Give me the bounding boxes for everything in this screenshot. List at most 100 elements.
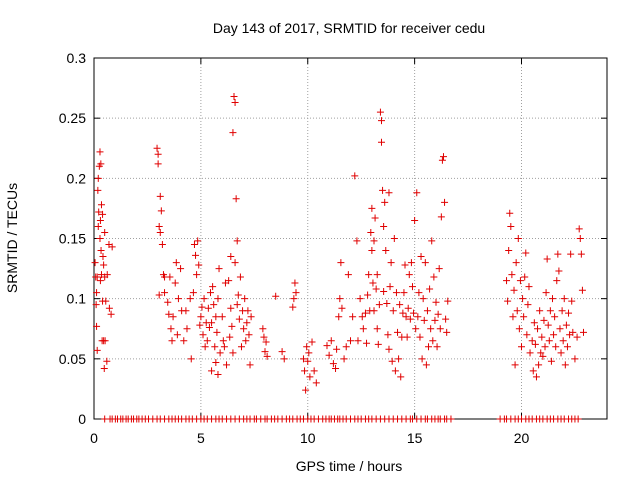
- data-point: [96, 216, 104, 224]
- data-point: [212, 358, 220, 366]
- data-point: [511, 361, 519, 369]
- y-axis-label: SRMTID / TECUs: [4, 183, 20, 293]
- grid-lines: [94, 58, 607, 419]
- data-point: [213, 328, 221, 336]
- data-point: [508, 271, 516, 279]
- data-point: [423, 307, 431, 315]
- data-point: [522, 249, 530, 257]
- data-point: [203, 337, 211, 345]
- data-point: [329, 360, 337, 368]
- data-point: [385, 345, 393, 353]
- data-point: [196, 321, 204, 329]
- data-point: [430, 273, 438, 281]
- data-point: [229, 349, 237, 357]
- data-point: [229, 129, 237, 137]
- data-point: [525, 283, 533, 291]
- data-point: [244, 307, 252, 315]
- data-point: [413, 189, 421, 197]
- data-point: [223, 361, 231, 369]
- data-point: [578, 286, 586, 294]
- data-point: [559, 337, 567, 345]
- data-point: [544, 321, 552, 329]
- data-point: [574, 415, 582, 423]
- data-point: [214, 370, 222, 378]
- data-point: [399, 309, 407, 317]
- data-point: [210, 301, 218, 309]
- x-tick-label: 10: [300, 430, 316, 446]
- data-point: [567, 250, 575, 258]
- data-point: [368, 247, 376, 255]
- data-point: [538, 333, 546, 341]
- data-point: [218, 313, 226, 321]
- data-point: [523, 331, 531, 339]
- data-point: [103, 357, 111, 365]
- data-point: [312, 379, 320, 387]
- data-point: [560, 295, 568, 303]
- data-point: [310, 367, 318, 375]
- data-point: [209, 283, 217, 291]
- data-point: [342, 343, 350, 351]
- data-point: [246, 361, 254, 369]
- data-point: [547, 357, 555, 365]
- y-tick-label: 0.1: [67, 291, 87, 307]
- data-point: [327, 337, 335, 345]
- data-point: [108, 243, 116, 251]
- data-point: [206, 289, 214, 297]
- data-point: [419, 295, 427, 303]
- data-points: [91, 93, 587, 423]
- data-point: [154, 150, 162, 158]
- data-point: [97, 247, 105, 255]
- data-point: [260, 333, 268, 341]
- data-point: [212, 313, 220, 321]
- data-point: [230, 93, 238, 101]
- plot-frame: [93, 57, 608, 420]
- data-point: [359, 325, 367, 333]
- y-tick-label: 0.05: [59, 351, 86, 367]
- data-point: [363, 339, 371, 347]
- data-point: [336, 295, 344, 303]
- data-point: [390, 235, 398, 242]
- data-point: [414, 313, 422, 321]
- data-point: [577, 250, 585, 258]
- data-point: [308, 338, 316, 346]
- data-point: [242, 337, 250, 345]
- data-point: [537, 349, 545, 357]
- data-point: [411, 216, 419, 224]
- data-point: [340, 355, 348, 363]
- data-point: [216, 349, 224, 357]
- data-point: [579, 328, 587, 336]
- data-point: [530, 319, 538, 327]
- data-point: [384, 331, 392, 339]
- data-point: [101, 337, 109, 345]
- data-point: [97, 160, 105, 168]
- data-point: [438, 156, 446, 164]
- y-tick-label: 0.15: [59, 231, 86, 247]
- data-point: [272, 292, 280, 300]
- data-point: [332, 364, 340, 372]
- data-point: [337, 259, 345, 267]
- x-tick-label: 0: [90, 430, 98, 446]
- data-point: [231, 259, 239, 267]
- data-point: [374, 340, 382, 348]
- data-point: [262, 338, 270, 346]
- data-point: [394, 328, 402, 336]
- data-point: [354, 337, 362, 345]
- data-point: [389, 307, 397, 315]
- data-point: [385, 189, 393, 197]
- data-point: [234, 291, 242, 299]
- data-point: [232, 195, 240, 203]
- data-point: [349, 313, 357, 321]
- data-point: [299, 355, 307, 363]
- data-point: [437, 213, 445, 221]
- data-point: [520, 313, 528, 321]
- data-point: [554, 250, 562, 258]
- data-point: [425, 343, 433, 351]
- data-point: [99, 210, 107, 218]
- data-point: [94, 222, 102, 230]
- data-point: [447, 415, 455, 423]
- data-point: [278, 348, 286, 356]
- data-point: [377, 117, 385, 125]
- data-point: [518, 343, 525, 351]
- data-point: [558, 307, 566, 315]
- data-point: [171, 279, 179, 287]
